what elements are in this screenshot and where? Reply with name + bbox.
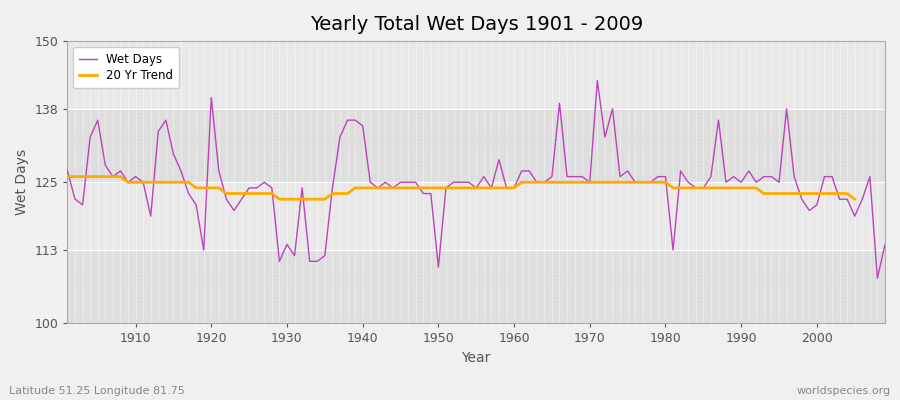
20 Yr Trend [410, 186, 421, 190]
Line: 20 Yr Trend: 20 Yr Trend [68, 177, 855, 199]
20 Yr Trend [62, 174, 73, 179]
Wet Days [872, 276, 883, 281]
Title: Yearly Total Wet Days 1901 - 2009: Yearly Total Wet Days 1901 - 2009 [310, 15, 643, 34]
20 Yr Trend [842, 191, 852, 196]
Wet Days [508, 186, 519, 190]
Wet Days [289, 253, 300, 258]
20 Yr Trend [645, 180, 656, 185]
Text: Latitude 51.25 Longitude 81.75: Latitude 51.25 Longitude 81.75 [9, 386, 184, 396]
20 Yr Trend [168, 180, 179, 185]
Bar [68, 250, 885, 324]
Wet Days [335, 135, 346, 140]
20 Yr Trend [274, 197, 284, 202]
20 Yr Trend [69, 174, 80, 179]
Text: worldspecies.org: worldspecies.org [796, 386, 891, 396]
Wet Days [62, 168, 73, 173]
Bar [68, 109, 885, 182]
20 Yr Trend [637, 180, 648, 185]
Bar [68, 182, 885, 250]
Wet Days [592, 78, 603, 83]
Wet Days [501, 186, 512, 190]
Y-axis label: Wet Days: Wet Days [15, 149, 29, 215]
Line: Wet Days: Wet Days [68, 81, 885, 278]
Bar [68, 41, 885, 109]
Wet Days [608, 106, 618, 111]
Legend: Wet Days, 20 Yr Trend: Wet Days, 20 Yr Trend [74, 47, 179, 88]
X-axis label: Year: Year [462, 351, 490, 365]
Wet Days [122, 180, 133, 185]
Wet Days [879, 242, 890, 247]
20 Yr Trend [850, 197, 860, 202]
